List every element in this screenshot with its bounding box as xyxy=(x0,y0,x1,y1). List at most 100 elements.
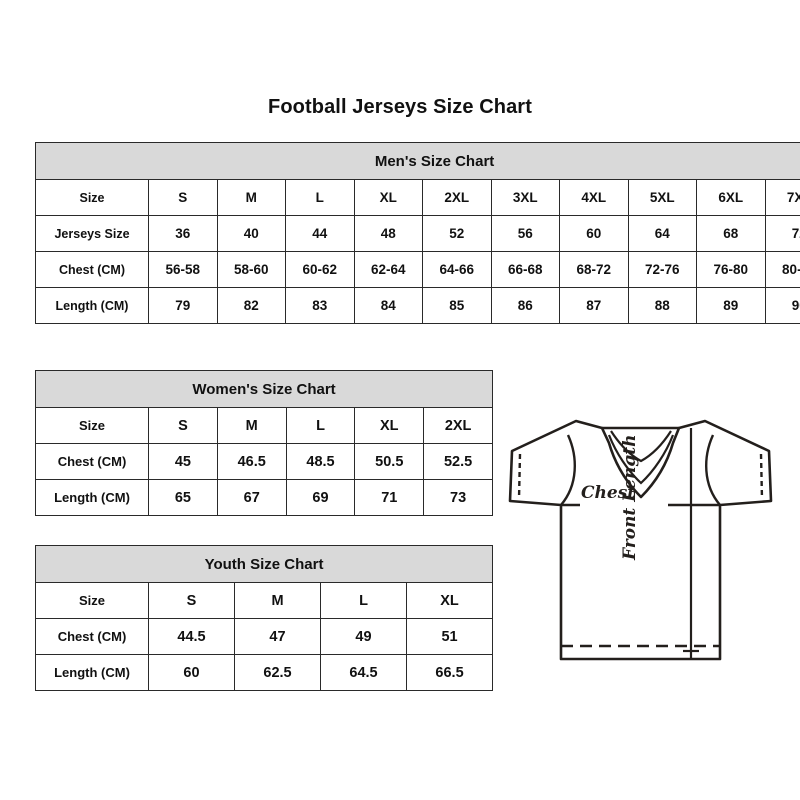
cell-size-s: S xyxy=(148,582,235,619)
cell-chest-4xl: 68-72 xyxy=(559,251,629,288)
cell-chest-s: 44.5 xyxy=(148,618,235,655)
table-row: Length (CM) 60 62.5 64.5 66.5 xyxy=(35,654,494,691)
cell-chest-2xl: 64-66 xyxy=(422,251,492,288)
cell-chest-xl: 62-64 xyxy=(353,251,423,288)
cell-size-2xl: 2XL xyxy=(423,407,494,444)
cell-length-2xl: 73 xyxy=(423,479,494,516)
v-neck-neckline-arc xyxy=(610,430,672,463)
cell-length-4xl: 87 xyxy=(559,287,629,324)
cell-length-xl: 84 xyxy=(353,287,423,324)
cell-length-l: 69 xyxy=(285,479,356,516)
table-row: Chest (CM) 45 46.5 48.5 50.5 52.5 xyxy=(35,443,494,480)
table-row: Chest (CM) 44.5 47 49 51 xyxy=(35,618,494,655)
cell-length-m: 67 xyxy=(216,479,287,516)
cell-chest-m: 47 xyxy=(234,618,321,655)
cell-size-xl: XL xyxy=(354,407,425,444)
chest-measurement-label: Chest xyxy=(581,483,636,503)
cell-length-5xl: 88 xyxy=(627,287,697,324)
cell-length-xl: 66.5 xyxy=(405,654,494,691)
right-sleeve-seam xyxy=(705,434,721,506)
page-title: Football Jerseys Size Chart xyxy=(268,96,532,118)
cell-size-m: M xyxy=(234,582,321,619)
cell-chest-l: 48.5 xyxy=(285,443,356,480)
row-label-chest: Chest (CM) xyxy=(35,443,149,480)
cell-size-m: M xyxy=(216,407,287,444)
cell-size-5xl: 5XL xyxy=(627,179,697,216)
cell-length-6xl: 89 xyxy=(696,287,766,324)
cell-chest-m: 58-60 xyxy=(216,251,286,288)
left-cuff-stitch-dashes xyxy=(517,453,522,500)
table-row: Length (CM) 65 67 69 71 73 xyxy=(35,479,494,516)
youth-section-title: Youth Size Chart xyxy=(34,545,494,583)
front-length-measurement-label: Front Length xyxy=(620,434,640,560)
cell-jerseys-size-3xl: 56 xyxy=(490,215,560,252)
cell-chest-xl: 51 xyxy=(405,618,494,655)
womens-size-table: Women's Size Chart Size S M L XL 2XL Che… xyxy=(34,370,494,516)
cell-size-xl: XL xyxy=(353,179,423,216)
cell-jerseys-size-s: 36 xyxy=(148,215,218,252)
table-section-header-row: Youth Size Chart xyxy=(34,545,494,583)
row-label-size: Size xyxy=(35,407,149,444)
mens-size-table: Men's Size Chart Size S M L XL 2XL 3XL 4… xyxy=(34,142,800,324)
cell-chest-l: 60-62 xyxy=(285,251,355,288)
mens-section-title: Men's Size Chart xyxy=(34,142,800,180)
cell-size-xl: XL xyxy=(405,582,494,619)
row-label-length: Length (CM) xyxy=(35,287,149,324)
table-row: Chest (CM) 56-58 58-60 60-62 62-64 64-66… xyxy=(35,251,800,288)
cell-chest-3xl: 66-68 xyxy=(490,251,560,288)
cell-length-xl: 71 xyxy=(354,479,425,516)
row-label-length: Length (CM) xyxy=(35,479,149,516)
cell-chest-7xl: 80-84 xyxy=(764,251,800,288)
cell-size-6xl: 6XL xyxy=(696,179,766,216)
cell-length-m: 82 xyxy=(216,287,286,324)
cell-chest-xl: 50.5 xyxy=(354,443,425,480)
cell-chest-s: 56-58 xyxy=(148,251,218,288)
cell-length-2xl: 85 xyxy=(422,287,492,324)
cell-length-l: 64.5 xyxy=(320,654,407,691)
jersey-diagram xyxy=(498,395,784,680)
cell-size-4xl: 4XL xyxy=(559,179,629,216)
table-row: Size S M L XL 2XL 3XL 4XL 5XL 6XL 7XL xyxy=(35,179,800,216)
cell-jerseys-size-2xl: 52 xyxy=(422,215,492,252)
row-label-jerseys-size: Jerseys Size xyxy=(35,215,149,252)
table-section-header-row: Men's Size Chart xyxy=(34,142,800,180)
left-sleeve-seam xyxy=(560,434,576,506)
cell-jerseys-size-m: 40 xyxy=(216,215,286,252)
cell-jerseys-size-5xl: 64 xyxy=(627,215,697,252)
cell-chest-5xl: 72-76 xyxy=(627,251,697,288)
youth-size-table: Youth Size Chart Size S M L XL Chest (CM… xyxy=(34,545,494,691)
cell-jerseys-size-7xl: 72 xyxy=(764,215,800,252)
cell-chest-2xl: 52.5 xyxy=(423,443,494,480)
cell-length-s: 79 xyxy=(148,287,218,324)
cell-length-s: 65 xyxy=(148,479,218,516)
cell-size-2xl: 2XL xyxy=(422,179,492,216)
cell-length-3xl: 86 xyxy=(490,287,560,324)
jersey-body-shape xyxy=(508,419,773,661)
cell-length-7xl: 90 xyxy=(764,287,800,324)
cell-jerseys-size-4xl: 60 xyxy=(559,215,629,252)
cell-size-s: S xyxy=(148,407,218,444)
cell-length-l: 83 xyxy=(285,287,355,324)
right-cuff-stitch-dashes xyxy=(759,453,764,500)
cell-jerseys-size-6xl: 68 xyxy=(696,215,766,252)
cell-jerseys-size-xl: 48 xyxy=(353,215,423,252)
cell-jerseys-size-l: 44 xyxy=(285,215,355,252)
cell-size-3xl: 3XL xyxy=(490,179,560,216)
cell-chest-s: 45 xyxy=(148,443,218,480)
row-label-size: Size xyxy=(35,179,149,216)
table-row: Length (CM) 79 82 83 84 85 86 87 88 89 9… xyxy=(35,287,800,324)
cell-length-s: 60 xyxy=(148,654,235,691)
table-row: Jerseys Size 36 40 44 48 52 56 60 64 68 … xyxy=(35,215,800,252)
cell-size-l: L xyxy=(285,407,356,444)
cell-chest-m: 46.5 xyxy=(216,443,287,480)
cell-size-7xl: 7XL xyxy=(764,179,800,216)
jersey-outline-svg xyxy=(508,419,773,661)
cell-chest-6xl: 76-80 xyxy=(696,251,766,288)
table-row: Size S M L XL xyxy=(35,582,494,619)
womens-section-title: Women's Size Chart xyxy=(34,370,494,408)
row-label-chest: Chest (CM) xyxy=(35,251,149,288)
v-neck-collar-inner xyxy=(607,434,675,485)
cell-chest-l: 49 xyxy=(320,618,407,655)
cell-size-l: L xyxy=(285,179,355,216)
